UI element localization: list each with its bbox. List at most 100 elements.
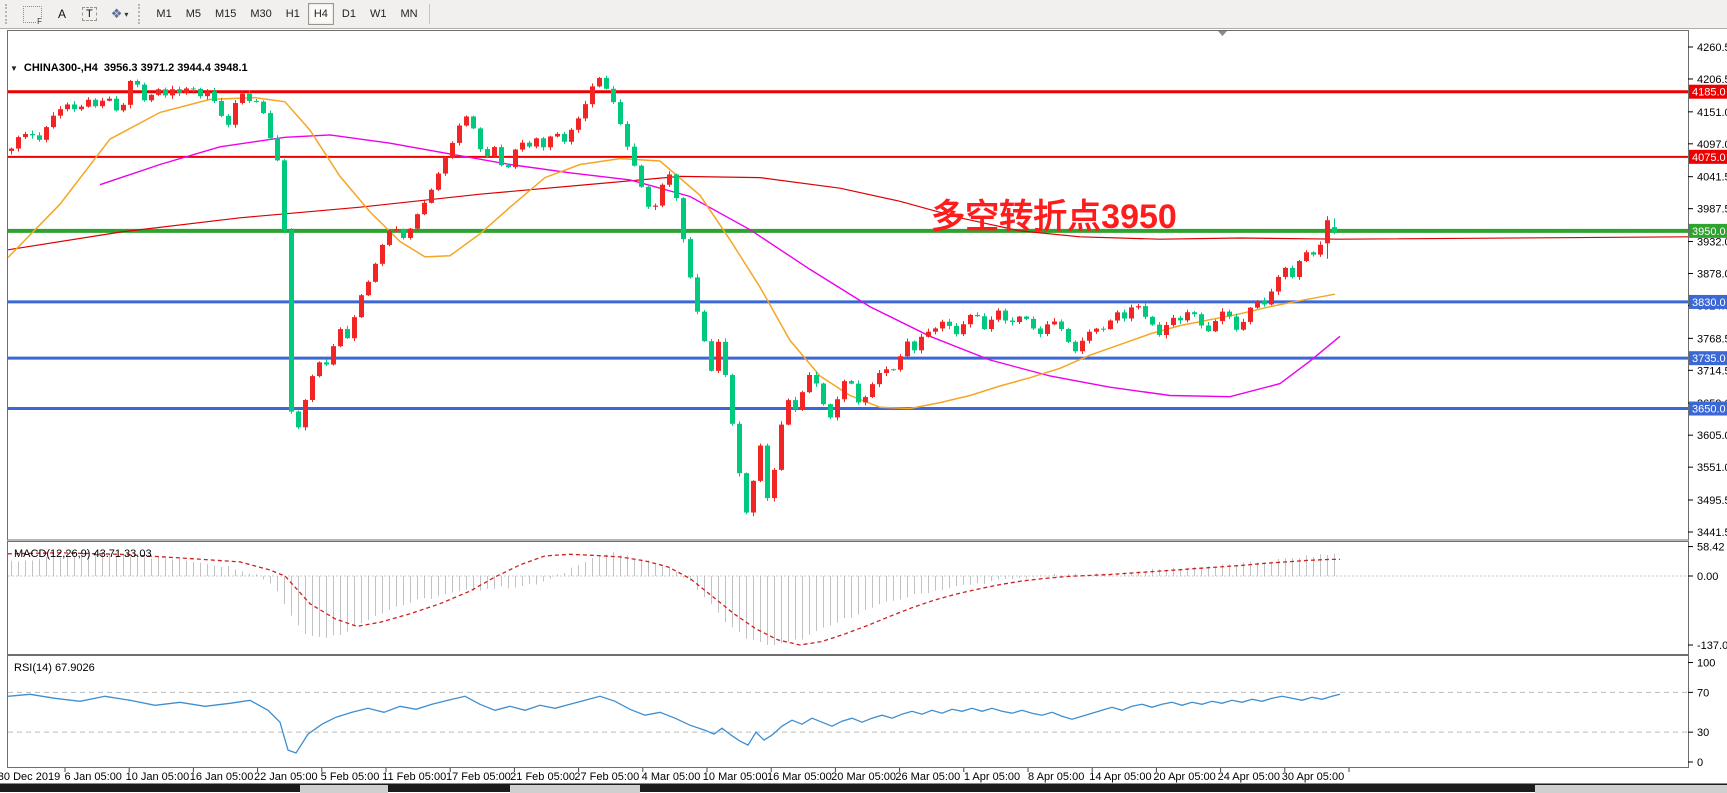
candle bbox=[72, 104, 77, 110]
candle bbox=[30, 133, 35, 136]
candle bbox=[968, 314, 973, 325]
candle bbox=[1199, 314, 1204, 326]
bottom-bar-segment bbox=[300, 785, 388, 793]
candle bbox=[93, 99, 98, 107]
candle bbox=[317, 362, 322, 377]
bottom-bar-segment bbox=[1535, 785, 1727, 793]
price-axis-label: 3714.5 bbox=[1697, 365, 1727, 377]
date-label: 4 Mar 05:00 bbox=[641, 771, 701, 783]
candle bbox=[653, 205, 658, 207]
candle bbox=[863, 397, 868, 403]
ma-orange-line bbox=[7, 96, 1336, 410]
timeframe-button-W1[interactable]: W1 bbox=[364, 3, 393, 25]
candle bbox=[1038, 328, 1043, 334]
candle bbox=[835, 399, 840, 418]
candle bbox=[989, 319, 994, 330]
candle bbox=[142, 84, 147, 101]
candle bbox=[289, 230, 294, 412]
timeframe-button-H1[interactable]: H1 bbox=[280, 3, 306, 25]
timeframe-button-M1[interactable]: M1 bbox=[150, 3, 177, 25]
timeframe-button-M30[interactable]: M30 bbox=[244, 3, 277, 25]
candle bbox=[212, 91, 217, 102]
candle bbox=[499, 147, 504, 166]
candle bbox=[254, 100, 259, 102]
date-label: 26 Mar 05:00 bbox=[895, 771, 961, 783]
candle bbox=[639, 165, 644, 187]
candle bbox=[1283, 267, 1288, 277]
candle bbox=[849, 381, 854, 384]
candle bbox=[758, 445, 763, 481]
candle bbox=[184, 88, 189, 93]
candle bbox=[457, 125, 462, 143]
timeframe-button-D1[interactable]: D1 bbox=[336, 3, 362, 25]
candle bbox=[905, 341, 910, 357]
toolbar-grip[interactable] bbox=[138, 4, 146, 24]
toolbar-grip[interactable] bbox=[5, 4, 13, 24]
candle bbox=[1213, 321, 1218, 332]
candle bbox=[380, 244, 385, 264]
rsi-axis-label: 30 bbox=[1697, 727, 1709, 739]
candle bbox=[1101, 328, 1106, 330]
candle bbox=[401, 229, 406, 238]
candle bbox=[373, 263, 378, 282]
timeframe-button-MN[interactable]: MN bbox=[394, 3, 423, 25]
candle bbox=[996, 310, 1001, 320]
candle bbox=[1143, 306, 1148, 317]
chart-dropdown-icon[interactable]: ▼ bbox=[10, 63, 18, 73]
date-label: 16 Mar 05:00 bbox=[766, 771, 832, 783]
candle bbox=[611, 88, 616, 103]
candle bbox=[1066, 329, 1071, 342]
candle bbox=[737, 423, 742, 474]
price-pane[interactable]: 4260.5 4206.5 4151.0 4097.0 4041.5 3987.5 3932… bbox=[0, 30, 1727, 541]
macd-pane-bg bbox=[0, 541, 1727, 655]
grid-f-icon[interactable]: F bbox=[17, 3, 48, 26]
candle bbox=[352, 317, 357, 339]
candle bbox=[359, 295, 364, 318]
timeframe-button-M15[interactable]: M15 bbox=[209, 3, 242, 25]
candle bbox=[338, 329, 343, 347]
price-badge-label: 3650.0 bbox=[1692, 404, 1726, 416]
candle bbox=[625, 123, 630, 147]
macd-pane[interactable]: 58.42 0.00 -137.09 MACD(12,26,9) 43.71 33.0… bbox=[0, 541, 1727, 655]
candle bbox=[534, 138, 539, 147]
candle bbox=[9, 148, 14, 151]
candle bbox=[1192, 312, 1197, 315]
candle bbox=[128, 80, 133, 105]
candle bbox=[1045, 324, 1050, 334]
timeframe-button-H4[interactable]: H4 bbox=[307, 3, 334, 25]
candle bbox=[219, 101, 224, 116]
candle bbox=[723, 341, 728, 375]
macd-label: MACD(12,26,9) 43.71 33.03 bbox=[14, 548, 152, 560]
candle bbox=[1297, 261, 1302, 277]
letter-a-icon: A bbox=[57, 7, 66, 21]
candle bbox=[576, 118, 581, 130]
date-axis[interactable]: 30 Dec 2019 6 Jan 05:00 10 Jan 05:00 16 Jan… bbox=[0, 768, 1727, 783]
candle bbox=[429, 189, 434, 203]
dotted-grid-icon: F bbox=[23, 5, 42, 26]
candle bbox=[471, 116, 476, 129]
price-axis-label: 3878.0 bbox=[1697, 269, 1727, 281]
candle bbox=[408, 228, 413, 238]
candle bbox=[366, 281, 371, 296]
candle bbox=[205, 91, 210, 97]
price-axis-label: 4260.5 bbox=[1697, 42, 1727, 54]
candle bbox=[814, 374, 819, 384]
candle bbox=[1136, 306, 1141, 308]
timeframe-button-M5[interactable]: M5 bbox=[180, 3, 207, 25]
text-tool-icon[interactable]: T bbox=[76, 3, 103, 25]
candle bbox=[1129, 307, 1134, 319]
candle bbox=[1094, 328, 1099, 332]
price-badge-3735.0 bbox=[1689, 351, 1727, 366]
candle bbox=[163, 89, 168, 96]
chart-annotation-text[interactable]: 多空转折点3950 bbox=[931, 198, 1177, 236]
cursor-a-icon[interactable]: A bbox=[50, 3, 74, 25]
candle bbox=[926, 331, 931, 337]
macd-pane-border bbox=[7, 541, 1689, 655]
rsi-pane[interactable]: 100 70 30 0 RSI(14) 67.9026 bbox=[0, 655, 1727, 768]
candle bbox=[331, 346, 336, 365]
date-label: 21 Feb 05:00 bbox=[510, 771, 576, 783]
candle bbox=[954, 325, 959, 335]
price-axis-label: 3441.5 bbox=[1697, 527, 1727, 539]
shapes-icon[interactable]: ❖ ▾ bbox=[105, 3, 135, 25]
date-label: 17 Feb 05:00 bbox=[445, 771, 511, 783]
